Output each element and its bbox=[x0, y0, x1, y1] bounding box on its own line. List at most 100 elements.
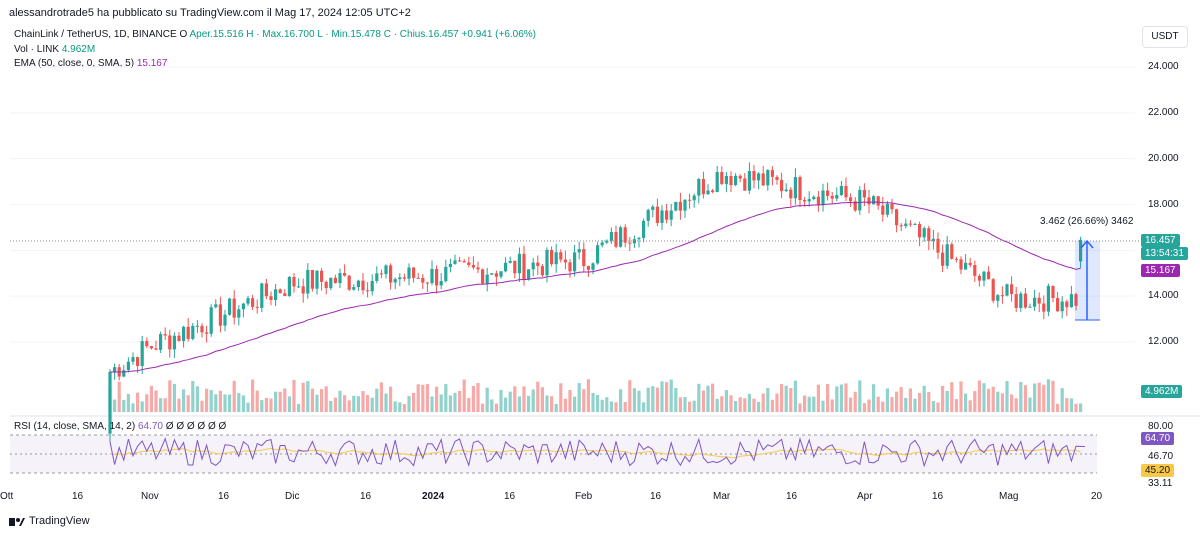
candle bbox=[568, 262, 572, 272]
volume-bar bbox=[936, 402, 940, 412]
last-price-tag: 16.457 bbox=[1141, 234, 1180, 247]
volume-bar bbox=[954, 399, 958, 412]
time-tick-label: 16 bbox=[786, 491, 798, 502]
candle bbox=[563, 259, 567, 263]
candle bbox=[554, 252, 558, 265]
volume-bar bbox=[931, 401, 935, 412]
volume-bar bbox=[412, 392, 416, 412]
volume-bar bbox=[297, 403, 301, 412]
volume-bar bbox=[876, 396, 880, 412]
measure-arrowhead bbox=[1080, 239, 1094, 249]
volume-bar bbox=[807, 396, 811, 412]
price-tick-label: 20.000 bbox=[1148, 152, 1179, 164]
volume-bar bbox=[752, 398, 756, 412]
volume-bar bbox=[706, 385, 710, 412]
volume-bar bbox=[922, 385, 926, 412]
candle bbox=[499, 271, 503, 277]
candle bbox=[798, 177, 802, 201]
volume-bar bbox=[895, 391, 899, 412]
time-tick-label: 16 bbox=[504, 491, 516, 502]
volume-bar bbox=[715, 398, 719, 412]
currency-button[interactable]: USDT bbox=[1142, 26, 1188, 48]
volume-bar bbox=[476, 382, 480, 412]
candle bbox=[407, 267, 411, 279]
volume-bar bbox=[632, 388, 636, 412]
volume-bar bbox=[255, 390, 259, 412]
candle bbox=[131, 357, 135, 362]
volume-bar bbox=[609, 401, 613, 412]
volume-bar bbox=[619, 389, 623, 412]
candle bbox=[218, 304, 222, 326]
candle bbox=[260, 283, 264, 308]
candle bbox=[476, 267, 480, 270]
volume-bar bbox=[573, 396, 577, 412]
candle bbox=[858, 189, 862, 211]
candle bbox=[876, 196, 880, 206]
volume-bar bbox=[504, 397, 508, 412]
ema-label: EMA (50, close, 0, SMA, 5) bbox=[14, 58, 135, 69]
candle bbox=[991, 279, 995, 301]
price-tick-label: 24.000 bbox=[1148, 61, 1179, 72]
candle bbox=[655, 206, 659, 223]
candle bbox=[347, 275, 351, 290]
volume-bar bbox=[908, 388, 912, 412]
time-tick-label: 16 bbox=[932, 491, 944, 502]
candle bbox=[292, 276, 296, 287]
ema-line bbox=[109, 201, 1081, 373]
candle bbox=[839, 185, 843, 196]
rsi-tick-label: 33.11 bbox=[1148, 478, 1173, 489]
high-value: H · Max.16.700 bbox=[246, 29, 315, 40]
price-tick-label: 14.000 bbox=[1148, 290, 1179, 302]
candle bbox=[872, 196, 876, 205]
time-tick-label: Ott bbox=[0, 491, 14, 502]
volume-bar bbox=[582, 389, 586, 412]
measure-label: 3.462 (26.66%) 3462 bbox=[1036, 214, 1138, 229]
candle bbox=[669, 210, 673, 220]
tradingview-footer[interactable]: TradingView bbox=[9, 515, 90, 527]
candle bbox=[540, 266, 544, 276]
vol-label: Vol · LINK bbox=[14, 44, 60, 55]
candle bbox=[108, 372, 112, 434]
volume-bar bbox=[559, 383, 563, 412]
volume-bar bbox=[191, 380, 195, 412]
time-tick-label: 2024 bbox=[422, 491, 445, 502]
volume-bar bbox=[734, 401, 738, 412]
volume-bar bbox=[968, 400, 972, 412]
volume-bar bbox=[655, 387, 659, 412]
candle bbox=[908, 223, 912, 225]
volume-bar bbox=[370, 397, 374, 412]
rsi-line bbox=[109, 437, 1086, 468]
candle bbox=[862, 189, 866, 198]
volume-bar bbox=[329, 400, 333, 412]
candle bbox=[430, 268, 434, 284]
candle bbox=[113, 367, 117, 373]
candle bbox=[462, 261, 466, 263]
time-tick-label: 20 bbox=[1091, 491, 1103, 502]
rsi-ma-line bbox=[109, 447, 1081, 459]
volume-bar bbox=[172, 383, 176, 412]
candle bbox=[389, 265, 393, 283]
rsi-tag: 64.70 bbox=[1141, 432, 1175, 445]
candle bbox=[379, 273, 383, 275]
time-tick-label: Mar bbox=[713, 491, 731, 502]
volume-bar bbox=[945, 390, 949, 412]
volume-bar bbox=[623, 402, 627, 412]
volume-bar bbox=[1079, 403, 1083, 412]
candle bbox=[927, 228, 931, 242]
volume-bar bbox=[402, 403, 406, 412]
candle bbox=[145, 341, 149, 347]
volume-bar bbox=[117, 381, 121, 412]
candle bbox=[416, 277, 420, 279]
candle bbox=[1046, 285, 1050, 312]
candle bbox=[890, 203, 894, 210]
volume-bar bbox=[973, 391, 977, 412]
candle bbox=[287, 276, 291, 297]
volume-bar bbox=[1019, 381, 1023, 412]
candle bbox=[136, 357, 140, 366]
candle bbox=[1033, 297, 1037, 307]
candle bbox=[807, 199, 811, 202]
candle bbox=[697, 179, 701, 196]
volume-bar bbox=[927, 392, 931, 412]
volume-bar bbox=[343, 395, 347, 412]
